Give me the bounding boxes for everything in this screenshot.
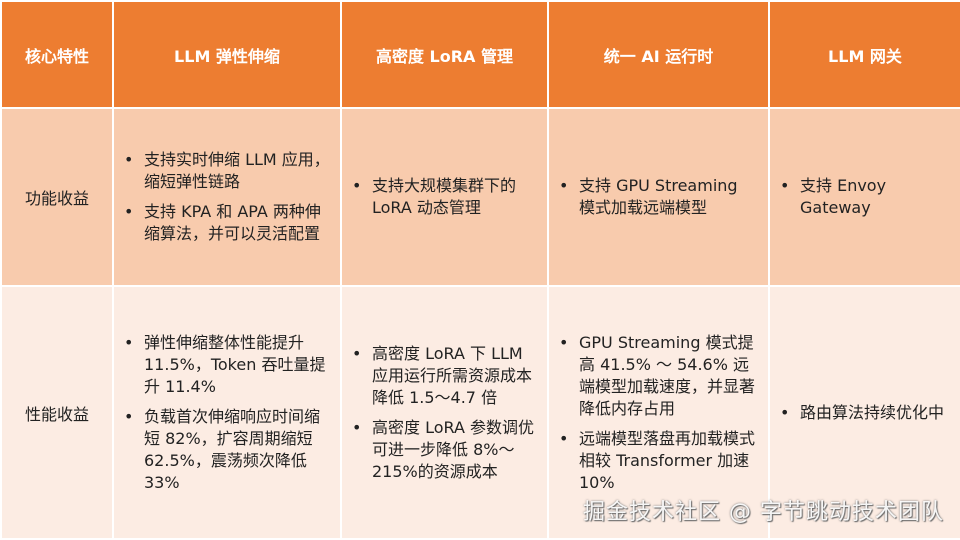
table-row-function: 功能收益 支持实时伸缩 LLM 应用，缩短弹性链路 支持 KPA 和 APA 两… bbox=[0, 107, 960, 287]
list-item: 支持实时伸缩 LLM 应用，缩短弹性链路 bbox=[120, 149, 330, 193]
list-item: 支持 Envoy Gateway bbox=[776, 175, 950, 219]
cell: 路由算法持续优化中 bbox=[768, 285, 960, 540]
header-row: 核心特性 LLM 弹性伸缩 高密度 LoRA 管理 统一 AI 运行时 LLM … bbox=[0, 0, 960, 109]
cell: 支持实时伸缩 LLM 应用，缩短弹性链路 支持 KPA 和 APA 两种伸缩算法… bbox=[112, 107, 342, 287]
cell: 支持 GPU Streaming 模式加载远端模型 bbox=[547, 107, 770, 287]
cell: GPU Streaming 模式提高 41.5% ～ 54.6% 远端模型加载速… bbox=[547, 285, 770, 540]
list-item: 支持 KPA 和 APA 两种伸缩算法，并可以灵活配置 bbox=[120, 201, 330, 245]
header-core-feature: 核心特性 bbox=[0, 0, 114, 109]
cell: 高密度 LoRA 下 LLM 应用运行所需资源成本降低 1.5～4.7 倍 高密… bbox=[340, 285, 549, 540]
header-ai-runtime: 统一 AI 运行时 bbox=[547, 0, 770, 109]
cell: 支持 Envoy Gateway bbox=[768, 107, 960, 287]
list-item: 支持大规模集群下的 LoRA 动态管理 bbox=[348, 175, 537, 219]
list-item: 负载首次伸缩响应时间缩短 82%，扩容周期缩短 62.5%，震荡频次降低 33% bbox=[120, 406, 330, 494]
list-item: 路由算法持续优化中 bbox=[776, 402, 950, 424]
header-lora-management: 高密度 LoRA 管理 bbox=[340, 0, 549, 109]
table-row-performance: 性能收益 弹性伸缩整体性能提升 11.5%，Token 吞吐量提升 11.4% … bbox=[0, 285, 960, 540]
list-item: 远端模型落盘再加载模式相较 Transformer 加速 10% bbox=[555, 428, 758, 494]
list-item: 高密度 LoRA 参数调优可进一步降低 8%～215%的资源成本 bbox=[348, 417, 537, 483]
list-item: 弹性伸缩整体性能提升 11.5%，Token 吞吐量提升 11.4% bbox=[120, 332, 330, 398]
list-item: GPU Streaming 模式提高 41.5% ～ 54.6% 远端模型加载速… bbox=[555, 332, 758, 420]
list-item: 高密度 LoRA 下 LLM 应用运行所需资源成本降低 1.5～4.7 倍 bbox=[348, 343, 537, 409]
cell: 支持大规模集群下的 LoRA 动态管理 bbox=[340, 107, 549, 287]
header-llm-gateway: LLM 网关 bbox=[768, 0, 960, 109]
cell: 弹性伸缩整体性能提升 11.5%，Token 吞吐量提升 11.4% 负载首次伸… bbox=[112, 285, 342, 540]
row-label: 功能收益 bbox=[0, 107, 114, 287]
header-llm-autoscaling: LLM 弹性伸缩 bbox=[112, 0, 342, 109]
watermark: 掘金技术社区 @ 字节跳动技术团队 bbox=[583, 500, 944, 525]
list-item: 支持 GPU Streaming 模式加载远端模型 bbox=[555, 175, 758, 219]
row-label: 性能收益 bbox=[0, 285, 114, 540]
